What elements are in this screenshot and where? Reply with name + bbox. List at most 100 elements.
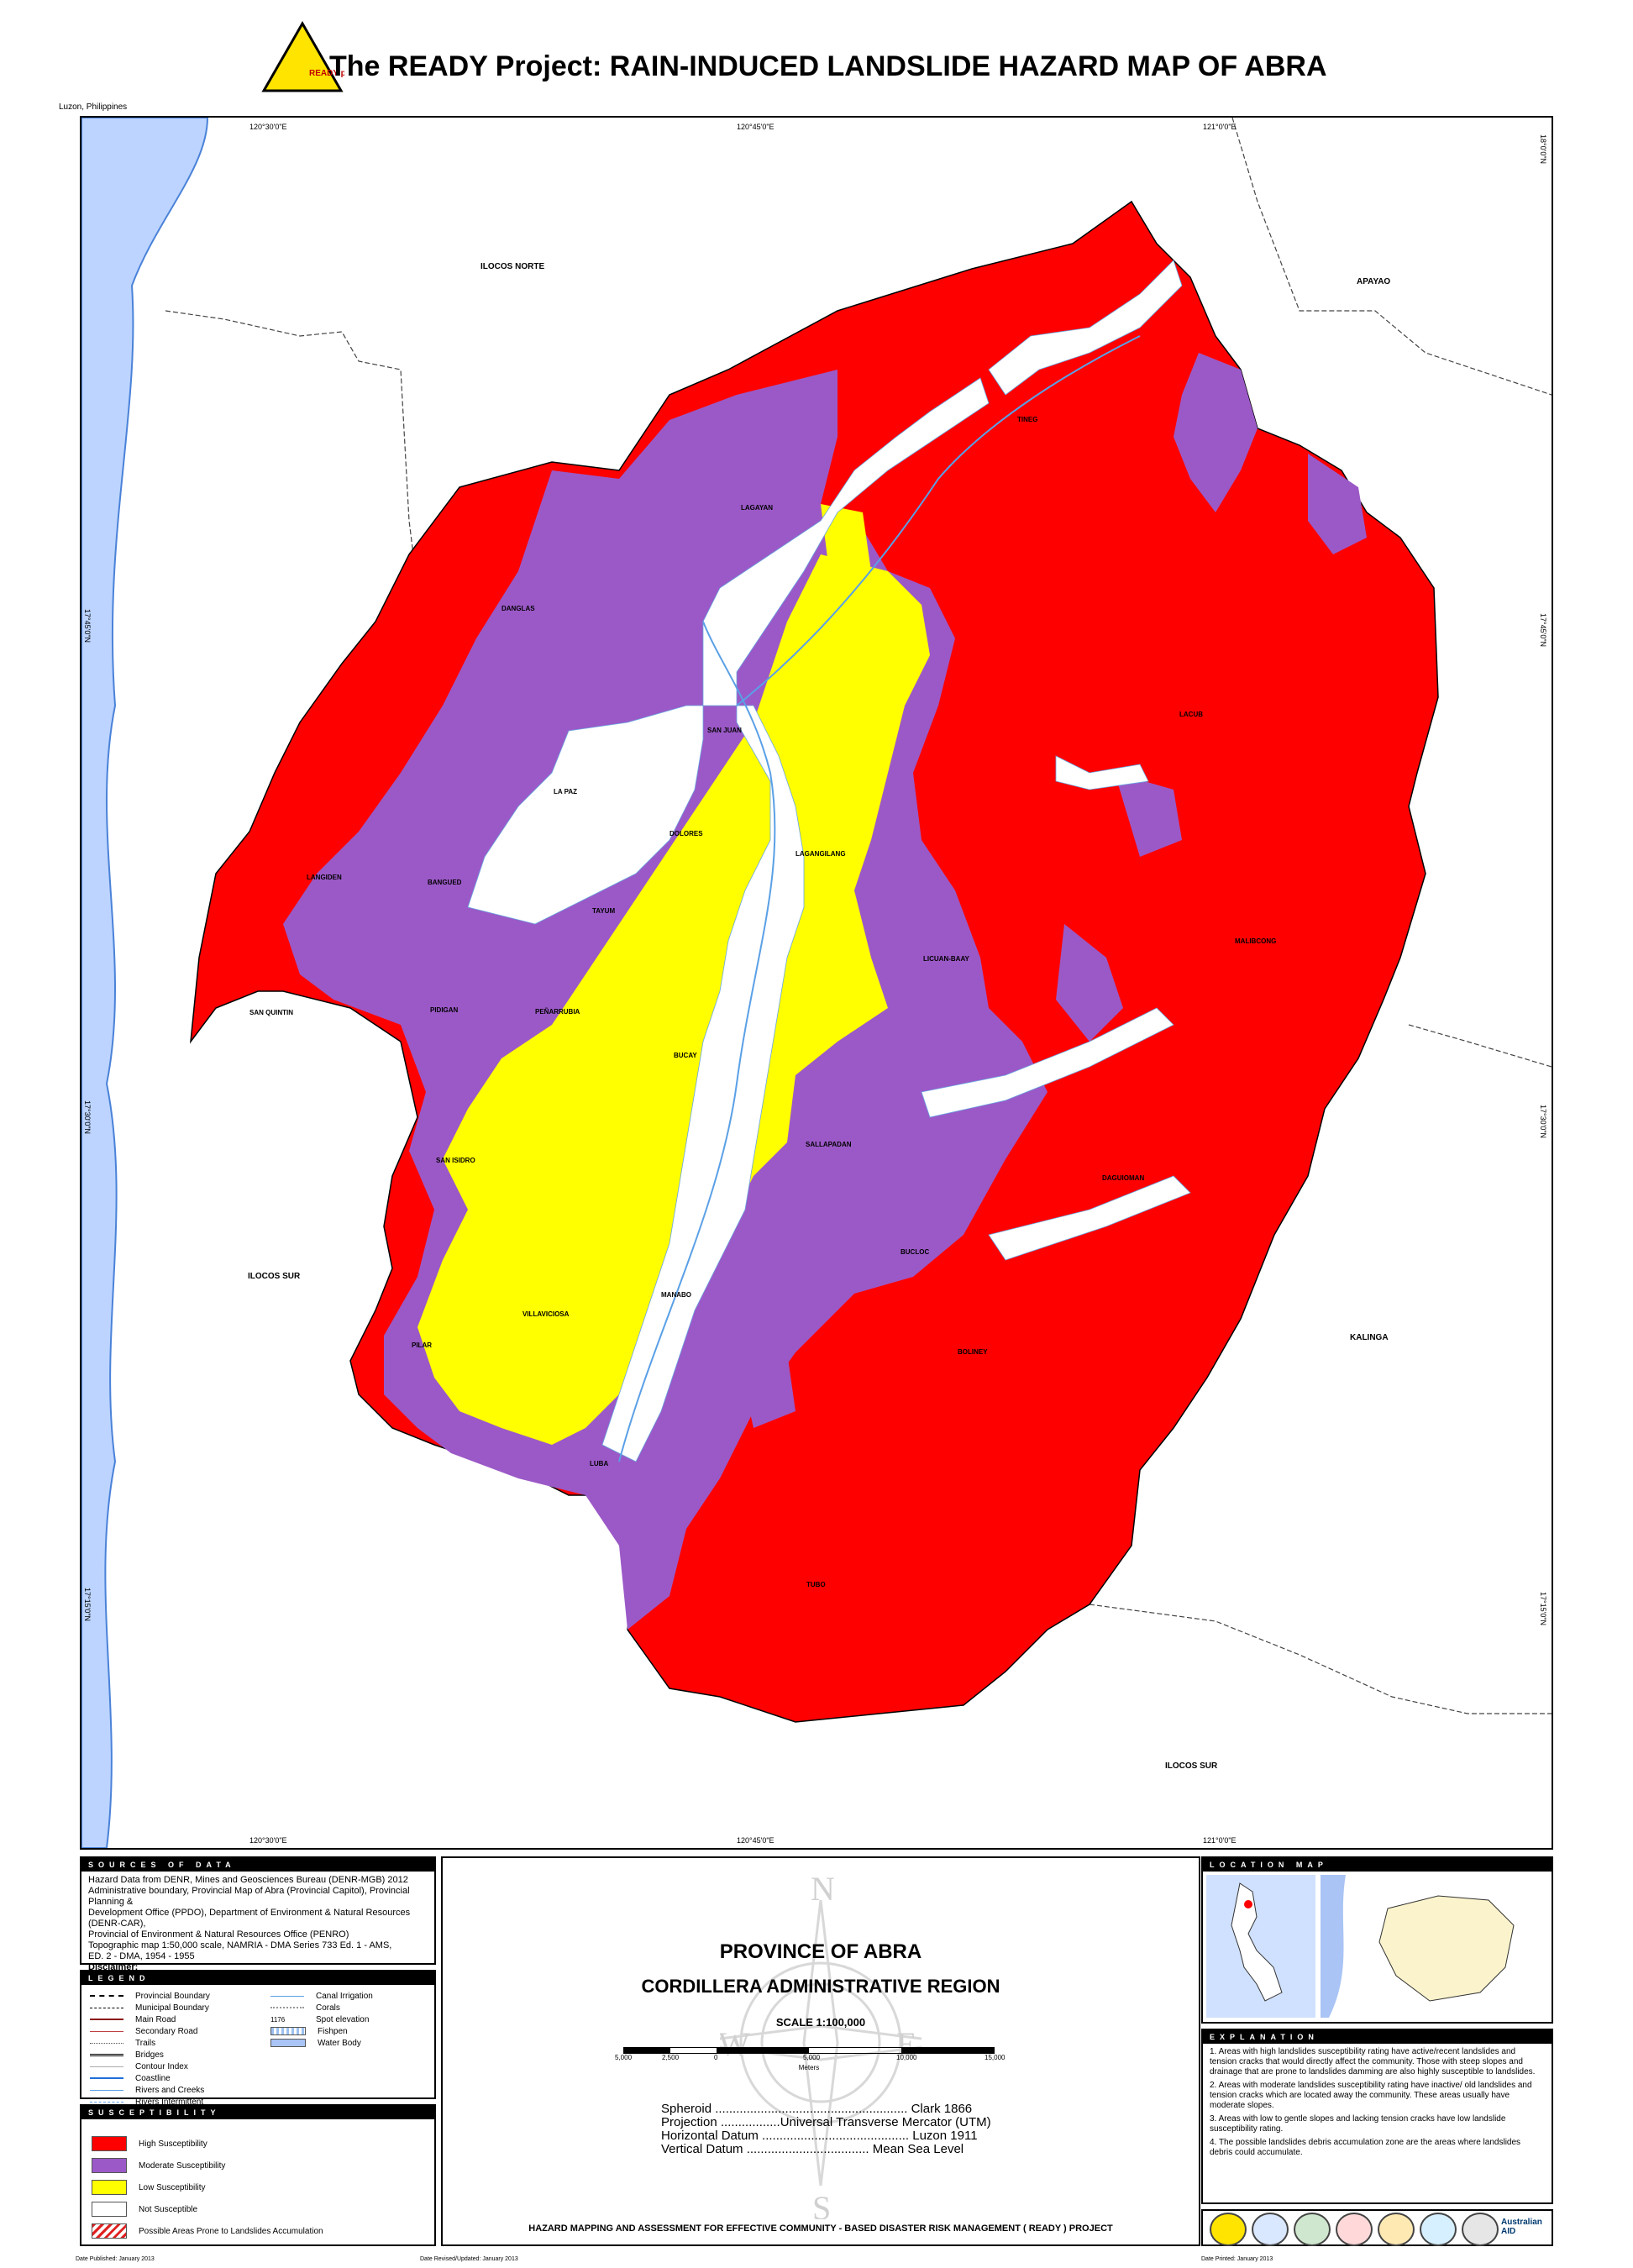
sea-area <box>81 118 209 1848</box>
hazard-map[interactable] <box>81 118 1552 1848</box>
source-line: ED. 2 - DMA, 1954 - 1955 <box>88 1951 195 1961</box>
legend-panel: LEGEND Provincial Boundary Municipal Bou… <box>80 1970 436 2107</box>
sources-panel: SOURCES OF DATA Hazard Data from DENR, M… <box>80 1856 436 1983</box>
municipality-label: MALIBCONG <box>1235 937 1277 945</box>
partner-logo <box>1252 2213 1289 2246</box>
map-title: The READY Project: RAIN-INDUCED LANDSLID… <box>329 50 1327 82</box>
grid-label-top: 120°45'0"E <box>737 123 774 131</box>
municipality-label: LACUB <box>1179 711 1203 718</box>
municipality-label: TUBO <box>806 1581 826 1588</box>
legend-item: Provincial Boundary <box>90 1990 258 2002</box>
municipality-label: DAGUIOMAN <box>1102 1174 1145 1182</box>
location-map-panel: LOCATION MAP <box>1201 1856 1553 2024</box>
susceptibility-item: High Susceptibility <box>92 2133 323 2155</box>
projection-text: Projection .................Universal Tr… <box>661 2115 991 2129</box>
region-label: APAYAO <box>1357 277 1391 286</box>
municipality-label: SALLAPADAN <box>806 1141 852 1148</box>
moderate-zone-south <box>737 1352 795 1428</box>
location-subtitle: Luzon, Philippines <box>59 102 128 112</box>
grid-label-top: 121°0'0"E <box>1203 123 1237 131</box>
legend-item: Fishpen <box>270 2025 430 2037</box>
municipality-label: BUCLOC <box>901 1248 930 1256</box>
date-printed: Date Printed: January 2013 <box>1201 2256 1273 2262</box>
compass-e: E <box>896 2025 916 2063</box>
legend-item: Corals <box>270 2002 430 2013</box>
legend-item: Rivers Intermittent <box>90 2096 258 2108</box>
ready-small-logo <box>1210 2213 1247 2246</box>
municipality-label: TAYUM <box>592 907 616 915</box>
scale-bar: 5,000 2,500 0 5,000 10,000 15,000 Meters <box>615 2047 1005 2071</box>
municipality-label: LUBA <box>590 1460 609 1467</box>
region-title: CORDILLERA ADMINISTRATIVE REGION <box>641 1976 1000 1997</box>
grid-label-top: 120°30'0"E <box>249 123 287 131</box>
not-susceptible-valley <box>467 377 990 1462</box>
grid-label-left: 17°45'0"N <box>83 609 92 643</box>
source-line: Administrative boundary, Provincial Map … <box>88 1886 410 1907</box>
not-susceptible-se-2 <box>988 1175 1191 1261</box>
grid-label-bottom: 120°45'0"E <box>737 1836 774 1845</box>
source-line: Hazard Data from DENR, Mines and Geoscie… <box>88 1875 408 1885</box>
susceptibility-heading: SUSCEPTIBILITY <box>81 2106 434 2119</box>
source-line: Development Office (PPDO), Department of… <box>88 1908 411 1929</box>
map-frame[interactable]: 120°30'0"E 120°45'0"E 121°0'0"E 120°30'0… <box>80 116 1553 1850</box>
explanation-item: 3. Areas with low to gentle slopes and l… <box>1210 2114 1506 2134</box>
municipality-label: LA PAZ <box>554 788 577 795</box>
susceptibility-item: Moderate Susceptibility <box>92 2155 323 2176</box>
not-susceptible-ne-river <box>988 260 1183 396</box>
explanation-item: 1. Areas with high landslides susceptibi… <box>1210 2047 1536 2076</box>
boundary-kalinga <box>1408 1024 1552 1068</box>
title-block-panel: N E S W PROVINCE OF ABRA CORDILLERA ADMI… <box>441 1856 1200 2246</box>
low-zone-north <box>821 504 871 571</box>
legend-item: Rivers and Creeks <box>90 2084 258 2096</box>
boundary-apayao <box>1231 118 1552 396</box>
legend-item: Bridges <box>90 2049 258 2061</box>
municipality-label: SAN JUAN <box>707 727 742 734</box>
grid-label-left: 17°15'0"N <box>83 1588 92 1622</box>
explanation-item: 4. The possible landslides debris accumu… <box>1210 2138 1521 2157</box>
municipality-label: PIDIGAN <box>430 1006 459 1014</box>
legend-item: Contour Index <box>90 2061 258 2072</box>
philippines-inset-map <box>1206 1875 1315 2018</box>
municipality-label: SAN QUINTIN <box>249 1009 293 1016</box>
municipality-label: MANABO <box>661 1291 691 1299</box>
legend-item: Municipal Boundary <box>90 2002 258 2013</box>
source-line: Provincial of Environment & Natural Reso… <box>88 1929 349 1940</box>
vertical-datum-text: Vertical Datum .........................… <box>661 2142 964 2156</box>
region-label: ILOCOS SUR <box>1165 1761 1218 1771</box>
location-map-heading: LOCATION MAP <box>1203 1858 1552 1872</box>
moderate-zone-east <box>1056 924 1123 1042</box>
moderate-zone-mid <box>1115 773 1182 857</box>
municipality-label: DOLORES <box>669 830 703 837</box>
municipality-label: BANGUED <box>428 879 462 886</box>
municipality-label: LAGAYAN <box>741 504 774 512</box>
legend-item: Main Road <box>90 2013 258 2025</box>
grid-label-bottom: 120°30'0"E <box>249 1836 287 1845</box>
partner-logo <box>1336 2213 1373 2246</box>
horizontal-datum-text: Horizontal Datum .......................… <box>661 2129 978 2143</box>
province-title: PROVINCE OF ABRA <box>719 1940 922 1963</box>
grid-label-left: 17°30'0"N <box>83 1100 92 1135</box>
abra-inset-map <box>1321 1875 1547 2018</box>
partner-logos-panel: Australian AID <box>1201 2209 1553 2246</box>
boundary-ilocos-norte <box>165 310 418 622</box>
explanation-item: 2. Areas with moderate landslides suscep… <box>1210 2081 1532 2110</box>
partner-logo <box>1294 2213 1331 2246</box>
legend-item: Water Body <box>270 2037 430 2049</box>
spheroid-text: Spheroid ...............................… <box>661 2102 973 2116</box>
municipality-label: DANGLAS <box>501 605 535 612</box>
legend-item: Canal Irrigation <box>270 1990 430 2002</box>
date-published: Date Published: January 2013 <box>76 2256 155 2262</box>
source-line: Topographic map 1:50,000 scale, NAMRIA -… <box>88 1940 392 1950</box>
project-footer: HAZARD MAPPING AND ASSESSMENT FOR EFFECT… <box>528 2223 1113 2234</box>
legend-item: Coastline <box>90 2072 258 2084</box>
not-susceptible-se-3 <box>1055 755 1149 790</box>
municipality-label: SAN ISIDRO <box>436 1157 475 1164</box>
grid-label-bottom: 121°0'0"E <box>1203 1836 1237 1845</box>
region-label: ILOCOS SUR <box>248 1272 301 1281</box>
partner-logo <box>1420 2213 1457 2246</box>
grid-label-right: 17°45'0"N <box>1539 613 1547 648</box>
legend-item: 1176 Spot elevation <box>270 2014 370 2024</box>
low-zone-west <box>518 1109 619 1260</box>
abra-river <box>618 621 776 1462</box>
municipality-label: PEÑARRUBIA <box>535 1008 580 1016</box>
